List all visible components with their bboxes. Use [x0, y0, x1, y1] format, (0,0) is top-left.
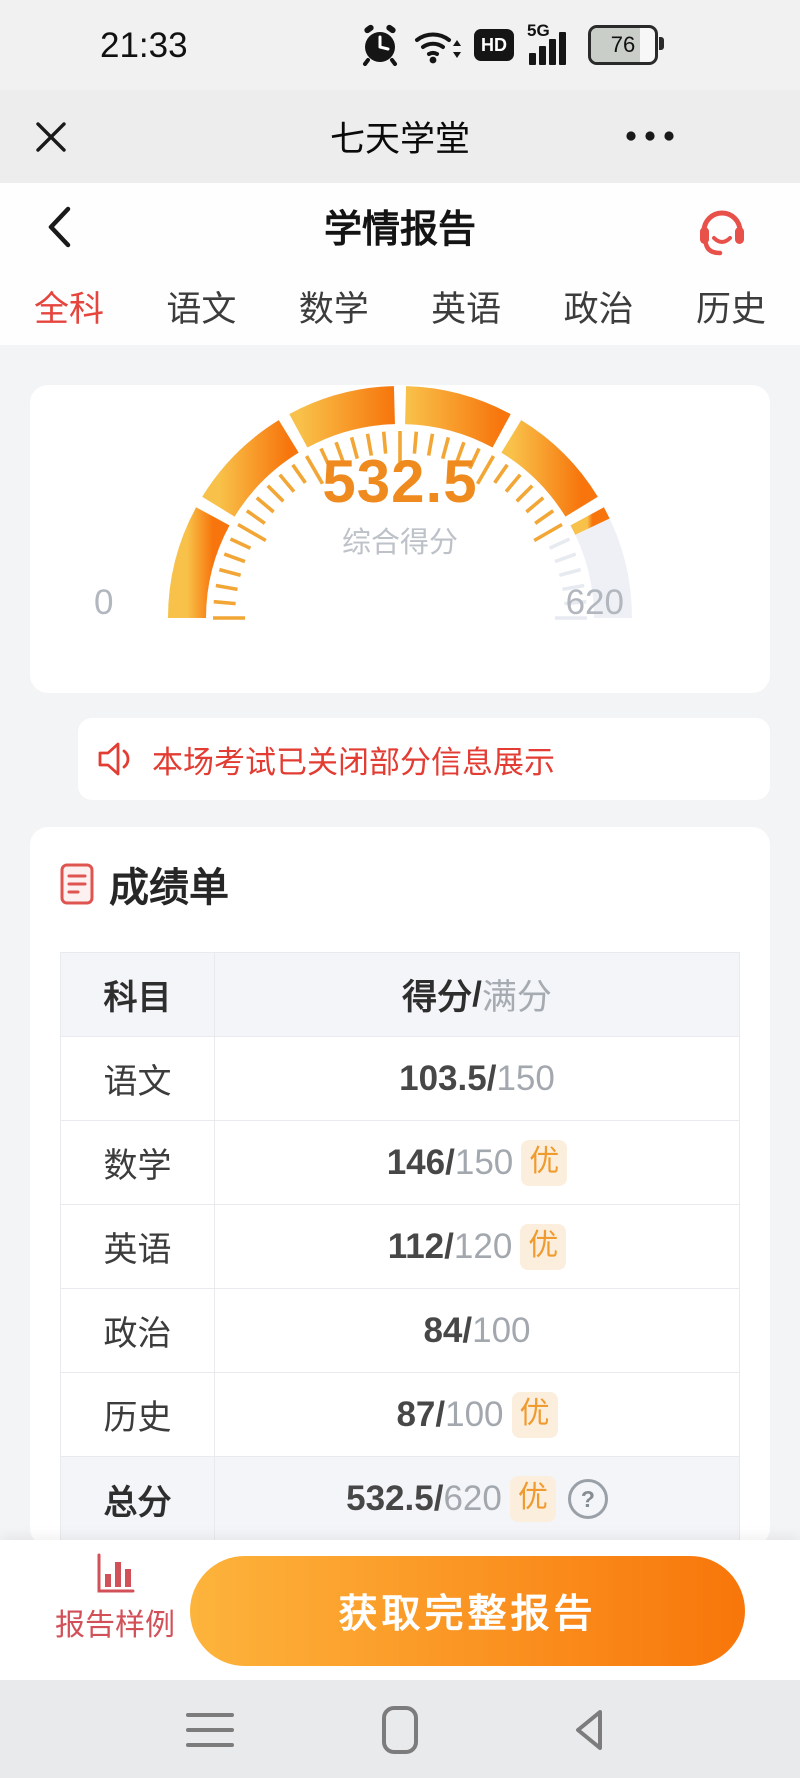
home-icon [382, 1706, 418, 1754]
battery-percent: 76 [610, 32, 636, 57]
table-header-row: 科目 得分 / 满分 [61, 953, 739, 1037]
page-title: 学情报告 [323, 209, 476, 251]
sample-report-button[interactable]: 报告样例 [45, 1550, 185, 1644]
score-table: 科目 得分 / 满分 语文 103.5/150 数学 146/150 优 [60, 952, 740, 1542]
signal-bars [529, 32, 566, 65]
network-type-label: 5G [527, 21, 550, 40]
notice-banner: 本场考试已关闭部分信息展示 [78, 718, 770, 800]
report-card-title: 成绩单 [109, 866, 229, 910]
overall-score-card: 532.5 综合得分 0 620 [30, 385, 770, 693]
gauge-max-label: 620 [565, 583, 624, 622]
overall-score-label: 综合得分 [341, 527, 458, 559]
table-row-total: 总分 532.5/620 优 ? [61, 1457, 739, 1541]
notice-text: 本场考试已关闭部分信息展示 [152, 744, 555, 780]
grade-badge: 优 [509, 1476, 556, 1522]
bottom-action-bar: 报告样例 获取完整报告 [0, 1540, 800, 1680]
table-row-english: 英语 112/120 优 [61, 1205, 739, 1289]
tab-all-subjects[interactable]: 全科 [34, 290, 105, 329]
nav-back-button[interactable] [560, 1704, 620, 1756]
table-row-chinese: 语文 103.5/150 [61, 1037, 739, 1121]
bar-chart-icon [97, 1553, 135, 1593]
battery-icon: 76 [588, 25, 664, 65]
help-icon[interactable]: ? [567, 1479, 608, 1519]
status-icons: HD 5G 76 [360, 21, 664, 68]
speaker-icon [98, 742, 130, 776]
score-gauge [168, 386, 632, 620]
tab-history[interactable]: 历史 [695, 290, 766, 329]
table-row-politics: 政治 84/100 [61, 1289, 739, 1373]
grade-badge: 优 [511, 1391, 558, 1438]
miniprogram-title: 七天学堂 [329, 120, 470, 159]
header-score: 得分 / 满分 [402, 974, 552, 1018]
tab-politics[interactable]: 政治 [563, 290, 634, 329]
tab-math[interactable]: 数学 [298, 290, 369, 329]
android-nav-bar [0, 1680, 800, 1778]
wifi-icon [415, 32, 461, 64]
hd-badge: HD [474, 29, 514, 61]
grade-badge: 优 [520, 1223, 567, 1270]
menu-icon [186, 1713, 234, 1747]
triangle-back-icon [576, 1710, 602, 1750]
customer-service-icon[interactable] [694, 197, 750, 259]
more-menu-icon[interactable] [622, 114, 678, 158]
get-full-report-button[interactable]: 获取完整报告 [190, 1556, 745, 1666]
close-icon[interactable] [30, 116, 72, 158]
sample-report-label: 报告样例 [55, 1609, 175, 1642]
gauge-min-label: 0 [94, 583, 114, 622]
tab-english[interactable]: 英语 [431, 290, 502, 329]
grade-badge: 优 [521, 1139, 568, 1186]
app-header: 学情报告 [0, 183, 800, 268]
back-icon[interactable] [44, 205, 74, 249]
tab-chinese[interactable]: 语文 [166, 290, 237, 329]
header-subject: 科目 [61, 953, 215, 1036]
subject-tabs: 全科 语文 数学 英语 政治 历史 [0, 268, 800, 345]
table-row-history: 历史 87/100 优 [61, 1373, 739, 1457]
status-bar: 21:33 HD 5G [0, 0, 800, 90]
clock-time: 21:33 [100, 26, 188, 65]
alarm-icon [363, 24, 397, 66]
report-card-header: 成绩单 [60, 855, 229, 913]
table-row-math: 数学 146/150 优 [61, 1121, 739, 1205]
overall-score-value: 532.5 [322, 448, 478, 515]
signal-icon: 5G [527, 21, 575, 67]
recents-button[interactable] [180, 1704, 240, 1756]
document-icon [60, 863, 94, 905]
report-card: 成绩单 科目 得分 / 满分 语文 103.5/150 数学 146/150 [30, 827, 770, 1546]
home-button[interactable] [370, 1704, 430, 1756]
wechat-titlebar: 七天学堂 [0, 90, 800, 183]
